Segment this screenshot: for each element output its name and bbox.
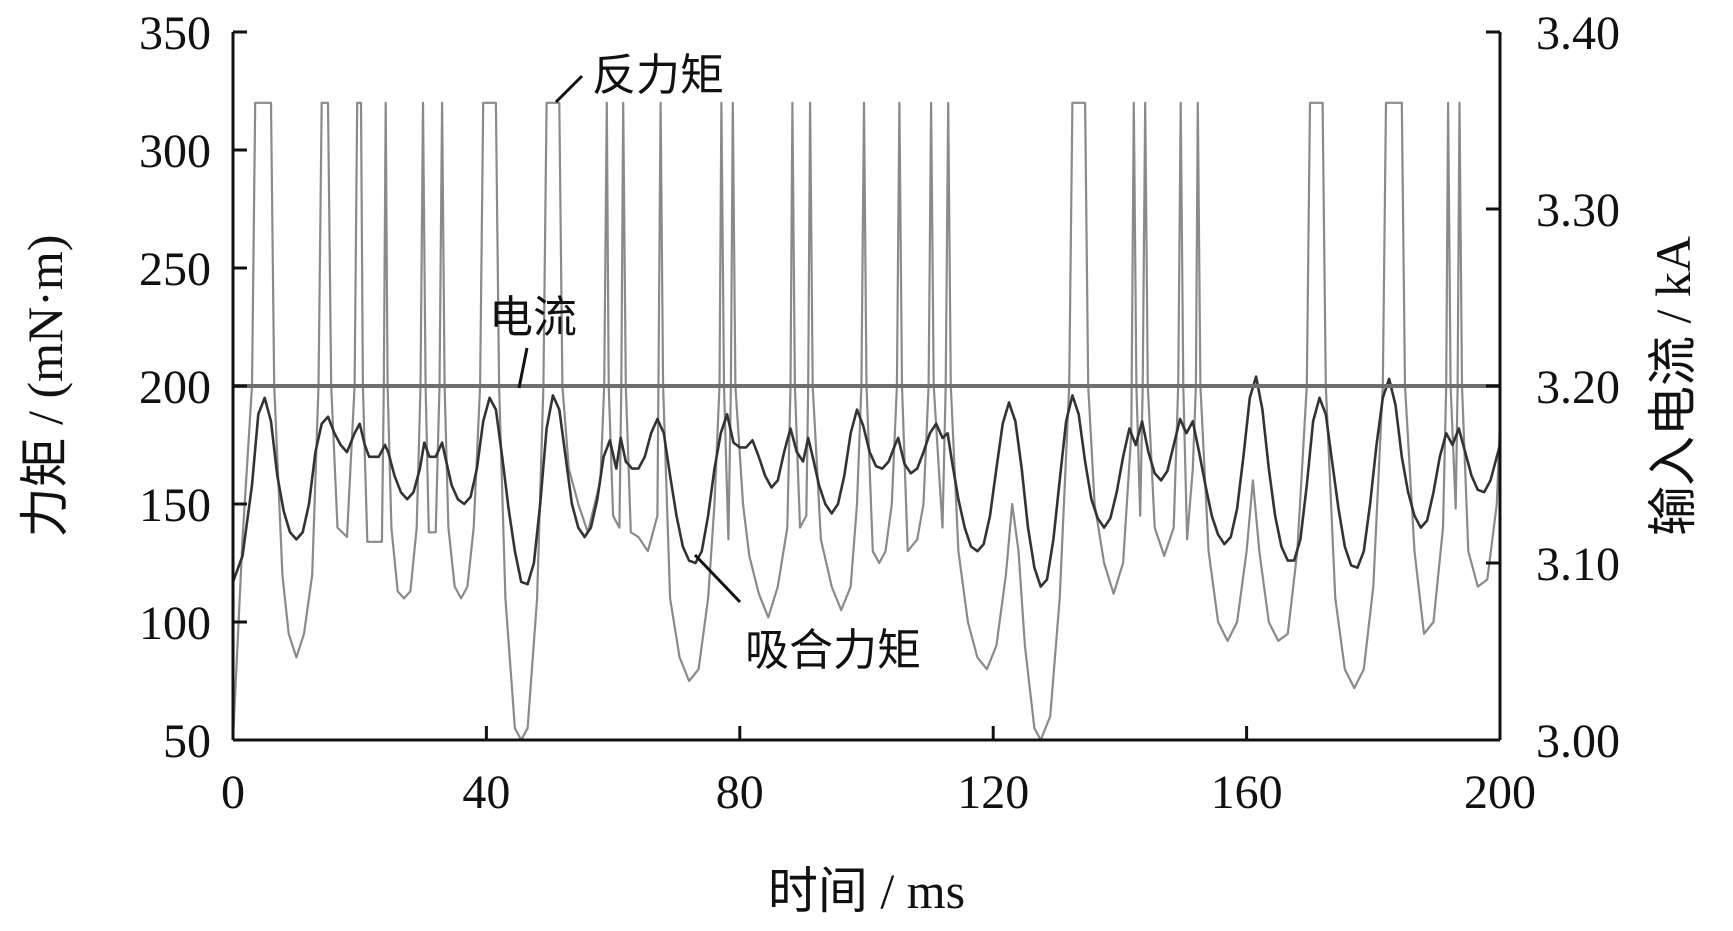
series-line-2 bbox=[231, 375, 1502, 588]
y-left-tick-label: 300 bbox=[139, 125, 211, 178]
x-tick-label: 120 bbox=[957, 766, 1029, 819]
axes-layer bbox=[231, 30, 1502, 742]
y-right-tick-label: 3.40 bbox=[1536, 7, 1620, 60]
y-left-tick-label: 50 bbox=[163, 715, 211, 768]
y-left-tick-label: 350 bbox=[139, 7, 211, 60]
annotation-label: 吸合力矩 bbox=[745, 626, 921, 675]
y-axis-title-right: 输入电流 / kA bbox=[1645, 236, 1701, 536]
series-line-1 bbox=[231, 101, 1502, 742]
series-layer bbox=[231, 101, 1502, 742]
y-axis-title-left: 力矩 / (mN·m) bbox=[17, 235, 73, 538]
y-right-tick-label: 3.20 bbox=[1536, 361, 1620, 414]
y-left-tick-label: 200 bbox=[139, 361, 211, 414]
y-left-tick-label: 150 bbox=[139, 479, 211, 532]
y-left-tick-label: 250 bbox=[139, 243, 211, 296]
annotation-leader bbox=[517, 347, 529, 389]
y-right-tick-label: 3.30 bbox=[1536, 184, 1620, 237]
annotation-leader bbox=[693, 553, 742, 604]
annotation-label: 电流 bbox=[489, 293, 577, 342]
x-tick-label: 160 bbox=[1211, 766, 1283, 819]
annotation-leader bbox=[554, 74, 584, 104]
x-axis-title: 时间 / ms bbox=[768, 863, 965, 919]
x-tick-label: 40 bbox=[462, 766, 510, 819]
tick-labels-layer: 0 40 80 120 160 200 50 100 150 200 250 300 350 3.00 3.… bbox=[139, 7, 1620, 819]
y-left-tick-label: 100 bbox=[139, 597, 211, 650]
x-tick-label: 80 bbox=[716, 766, 764, 819]
y-right-tick-label: 3.10 bbox=[1536, 538, 1620, 591]
x-tick-label: 0 bbox=[221, 766, 245, 819]
y-right-tick-label: 3.00 bbox=[1536, 715, 1620, 768]
x-tick-label: 200 bbox=[1464, 766, 1536, 819]
annotation-label: 反力矩 bbox=[592, 51, 724, 100]
